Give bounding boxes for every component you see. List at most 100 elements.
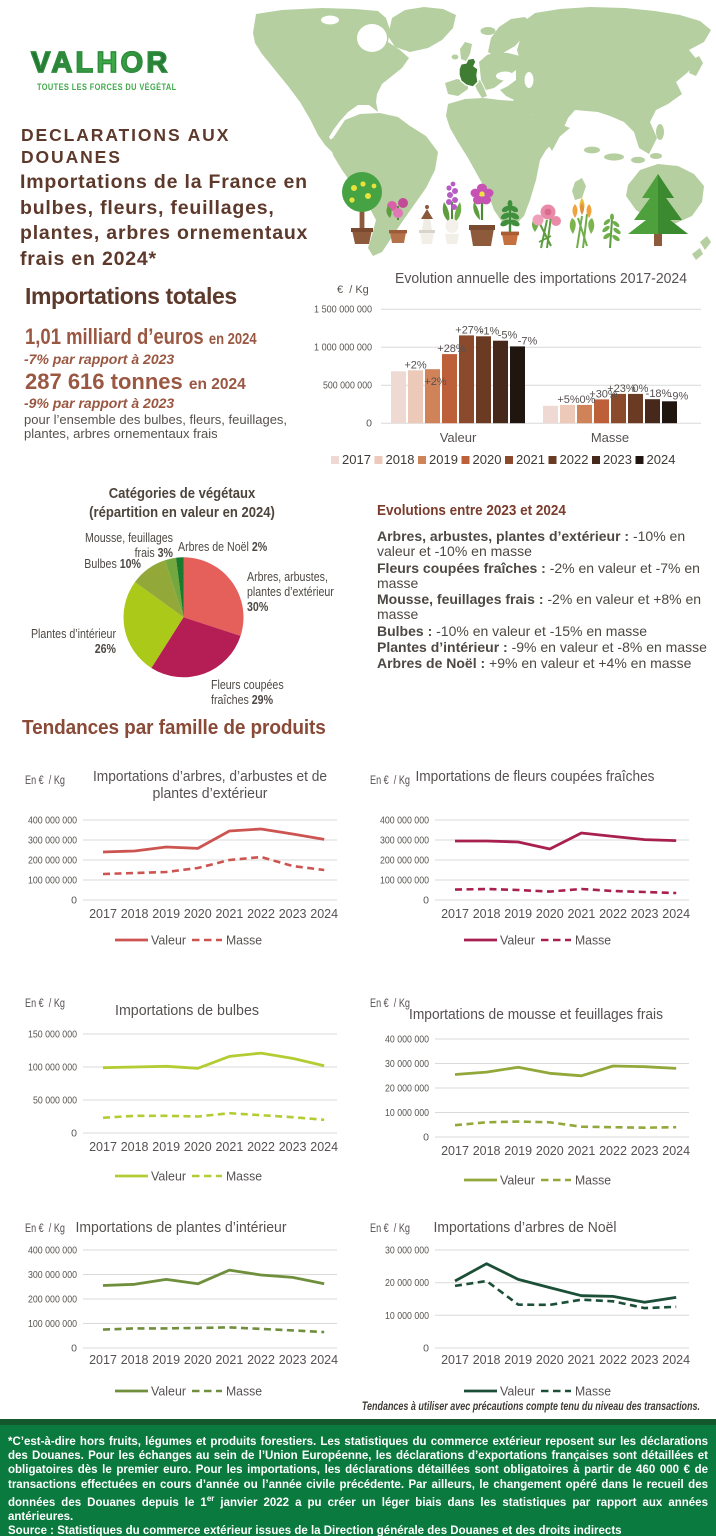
svg-text:+5%: +5% bbox=[557, 394, 580, 406]
svg-text:2022: 2022 bbox=[599, 907, 627, 921]
svg-text:2018: 2018 bbox=[386, 452, 415, 467]
svg-text:2024: 2024 bbox=[310, 907, 338, 921]
svg-text:Valeur: Valeur bbox=[500, 1174, 535, 1188]
svg-text:400 000 000: 400 000 000 bbox=[380, 815, 429, 827]
svg-text:0%: 0% bbox=[633, 383, 649, 395]
svg-text:Importations d’arbres, d’arbus: Importations d’arbres, d’arbustes et de p… bbox=[93, 769, 327, 802]
svg-text:2019: 2019 bbox=[504, 1144, 532, 1158]
svg-text:2019: 2019 bbox=[152, 1140, 180, 1154]
svg-text:1 500 000 000: 1 500 000 000 bbox=[314, 304, 372, 316]
svg-text:2021: 2021 bbox=[567, 1353, 595, 1367]
svg-text:Importations de bulbes: Importations de bulbes bbox=[115, 1003, 259, 1019]
svg-text:200 000 000: 200 000 000 bbox=[28, 855, 77, 867]
svg-text:En € / Kg: En € / Kg bbox=[370, 1223, 410, 1235]
svg-text:2024: 2024 bbox=[662, 1144, 690, 1158]
svg-text:+28%: +28% bbox=[437, 343, 466, 355]
svg-text:-1%: -1% bbox=[480, 325, 500, 337]
svg-text:2018: 2018 bbox=[473, 907, 501, 921]
svg-text:2017: 2017 bbox=[441, 1144, 469, 1158]
svg-text:2023: 2023 bbox=[631, 907, 659, 921]
svg-text:100 000 000: 100 000 000 bbox=[28, 875, 77, 887]
svg-text:2019: 2019 bbox=[504, 907, 532, 921]
svg-text:2017: 2017 bbox=[342, 452, 371, 467]
svg-text:0: 0 bbox=[423, 1343, 429, 1355]
svg-text:2019: 2019 bbox=[429, 452, 458, 467]
svg-text:100 000 000: 100 000 000 bbox=[28, 1318, 77, 1330]
svg-text:2024: 2024 bbox=[310, 1353, 338, 1367]
svg-text:300 000 000: 300 000 000 bbox=[28, 835, 77, 847]
svg-text:2024: 2024 bbox=[662, 907, 690, 921]
svg-text:2023: 2023 bbox=[279, 1140, 307, 1154]
svg-text:20 000 000: 20 000 000 bbox=[385, 1083, 429, 1095]
svg-text:+27%: +27% bbox=[455, 324, 484, 336]
svg-text:200 000 000: 200 000 000 bbox=[380, 855, 429, 867]
svg-text:Importations de mousse et feui: Importations de mousse et feuillages fra… bbox=[409, 1007, 663, 1023]
svg-text:0: 0 bbox=[423, 895, 429, 907]
svg-text:400 000 000: 400 000 000 bbox=[28, 815, 77, 827]
svg-text:2022: 2022 bbox=[599, 1353, 627, 1367]
svg-text:2024: 2024 bbox=[310, 1140, 338, 1154]
svg-text:300 000 000: 300 000 000 bbox=[28, 1269, 77, 1281]
svg-text:2022: 2022 bbox=[247, 1140, 275, 1154]
svg-text:2017: 2017 bbox=[89, 1353, 117, 1367]
svg-text:+2%: +2% bbox=[424, 376, 447, 388]
svg-text:En € / Kg: En € / Kg bbox=[370, 775, 410, 787]
svg-text:+23%: +23% bbox=[607, 383, 636, 395]
svg-text:2018: 2018 bbox=[473, 1144, 501, 1158]
svg-text:€ / Kg: € / Kg bbox=[337, 284, 369, 296]
svg-text:2020: 2020 bbox=[536, 907, 564, 921]
svg-text:2017: 2017 bbox=[89, 907, 117, 921]
svg-text:2017: 2017 bbox=[89, 1140, 117, 1154]
svg-text:Importations d’arbres de Noël: Importations d’arbres de Noël bbox=[434, 1220, 617, 1236]
svg-text:Masse: Masse bbox=[575, 1174, 611, 1188]
svg-text:+30%: +30% bbox=[589, 388, 618, 400]
svg-text:-18%: -18% bbox=[646, 388, 672, 400]
svg-text:2019: 2019 bbox=[504, 1353, 532, 1367]
svg-text:2022: 2022 bbox=[247, 1353, 275, 1367]
svg-text:2019: 2019 bbox=[152, 907, 180, 921]
svg-text:2021: 2021 bbox=[567, 907, 595, 921]
svg-text:2023: 2023 bbox=[279, 1353, 307, 1367]
svg-text:2022: 2022 bbox=[247, 907, 275, 921]
svg-text:30 000 000: 30 000 000 bbox=[385, 1058, 429, 1070]
svg-text:Masse: Masse bbox=[575, 934, 611, 948]
svg-text:Masse: Masse bbox=[575, 1385, 611, 1399]
svg-text:Valeur: Valeur bbox=[151, 934, 186, 948]
svg-text:En € / Kg: En € / Kg bbox=[25, 1223, 65, 1235]
svg-text:+2%: +2% bbox=[404, 359, 427, 371]
svg-text:100 000 000: 100 000 000 bbox=[28, 1062, 77, 1074]
svg-text:20 000 000: 20 000 000 bbox=[385, 1277, 429, 1289]
svg-text:Importations de plantes d’inté: Importations de plantes d’intérieur bbox=[76, 1220, 287, 1236]
svg-text:0: 0 bbox=[366, 418, 372, 430]
svg-text:2020: 2020 bbox=[536, 1144, 564, 1158]
svg-text:2020: 2020 bbox=[536, 1353, 564, 1367]
svg-text:2020: 2020 bbox=[184, 1140, 212, 1154]
svg-text:50 000 000: 50 000 000 bbox=[33, 1095, 77, 1107]
svg-text:-5%: -5% bbox=[498, 330, 518, 342]
svg-text:Valeur: Valeur bbox=[500, 934, 535, 948]
svg-text:0%: 0% bbox=[580, 394, 596, 406]
svg-text:Valeur: Valeur bbox=[440, 430, 477, 445]
svg-text:2021: 2021 bbox=[215, 1140, 243, 1154]
svg-text:Masse: Masse bbox=[226, 934, 262, 948]
svg-text:En € / Kg: En € / Kg bbox=[25, 775, 65, 787]
svg-text:2023: 2023 bbox=[631, 1144, 659, 1158]
svg-text:2022: 2022 bbox=[599, 1144, 627, 1158]
svg-text:2023: 2023 bbox=[279, 907, 307, 921]
svg-text:2022: 2022 bbox=[560, 452, 589, 467]
svg-text:10 000 000: 10 000 000 bbox=[385, 1107, 429, 1119]
svg-text:2021: 2021 bbox=[215, 907, 243, 921]
svg-text:2024: 2024 bbox=[647, 452, 676, 467]
svg-text:Valeur: Valeur bbox=[500, 1385, 535, 1399]
svg-text:2018: 2018 bbox=[121, 1353, 149, 1367]
svg-text:100 000 000: 100 000 000 bbox=[380, 875, 429, 887]
svg-text:2018: 2018 bbox=[121, 1140, 149, 1154]
svg-text:0: 0 bbox=[71, 1128, 77, 1140]
svg-text:30 000 000: 30 000 000 bbox=[385, 1245, 429, 1257]
svg-text:0: 0 bbox=[71, 895, 77, 907]
svg-text:200 000 000: 200 000 000 bbox=[28, 1294, 77, 1306]
svg-text:150 000 000: 150 000 000 bbox=[28, 1029, 77, 1041]
svg-text:0: 0 bbox=[71, 1343, 77, 1355]
svg-text:2020: 2020 bbox=[184, 1353, 212, 1367]
svg-text:40 000 000: 40 000 000 bbox=[385, 1034, 429, 1046]
